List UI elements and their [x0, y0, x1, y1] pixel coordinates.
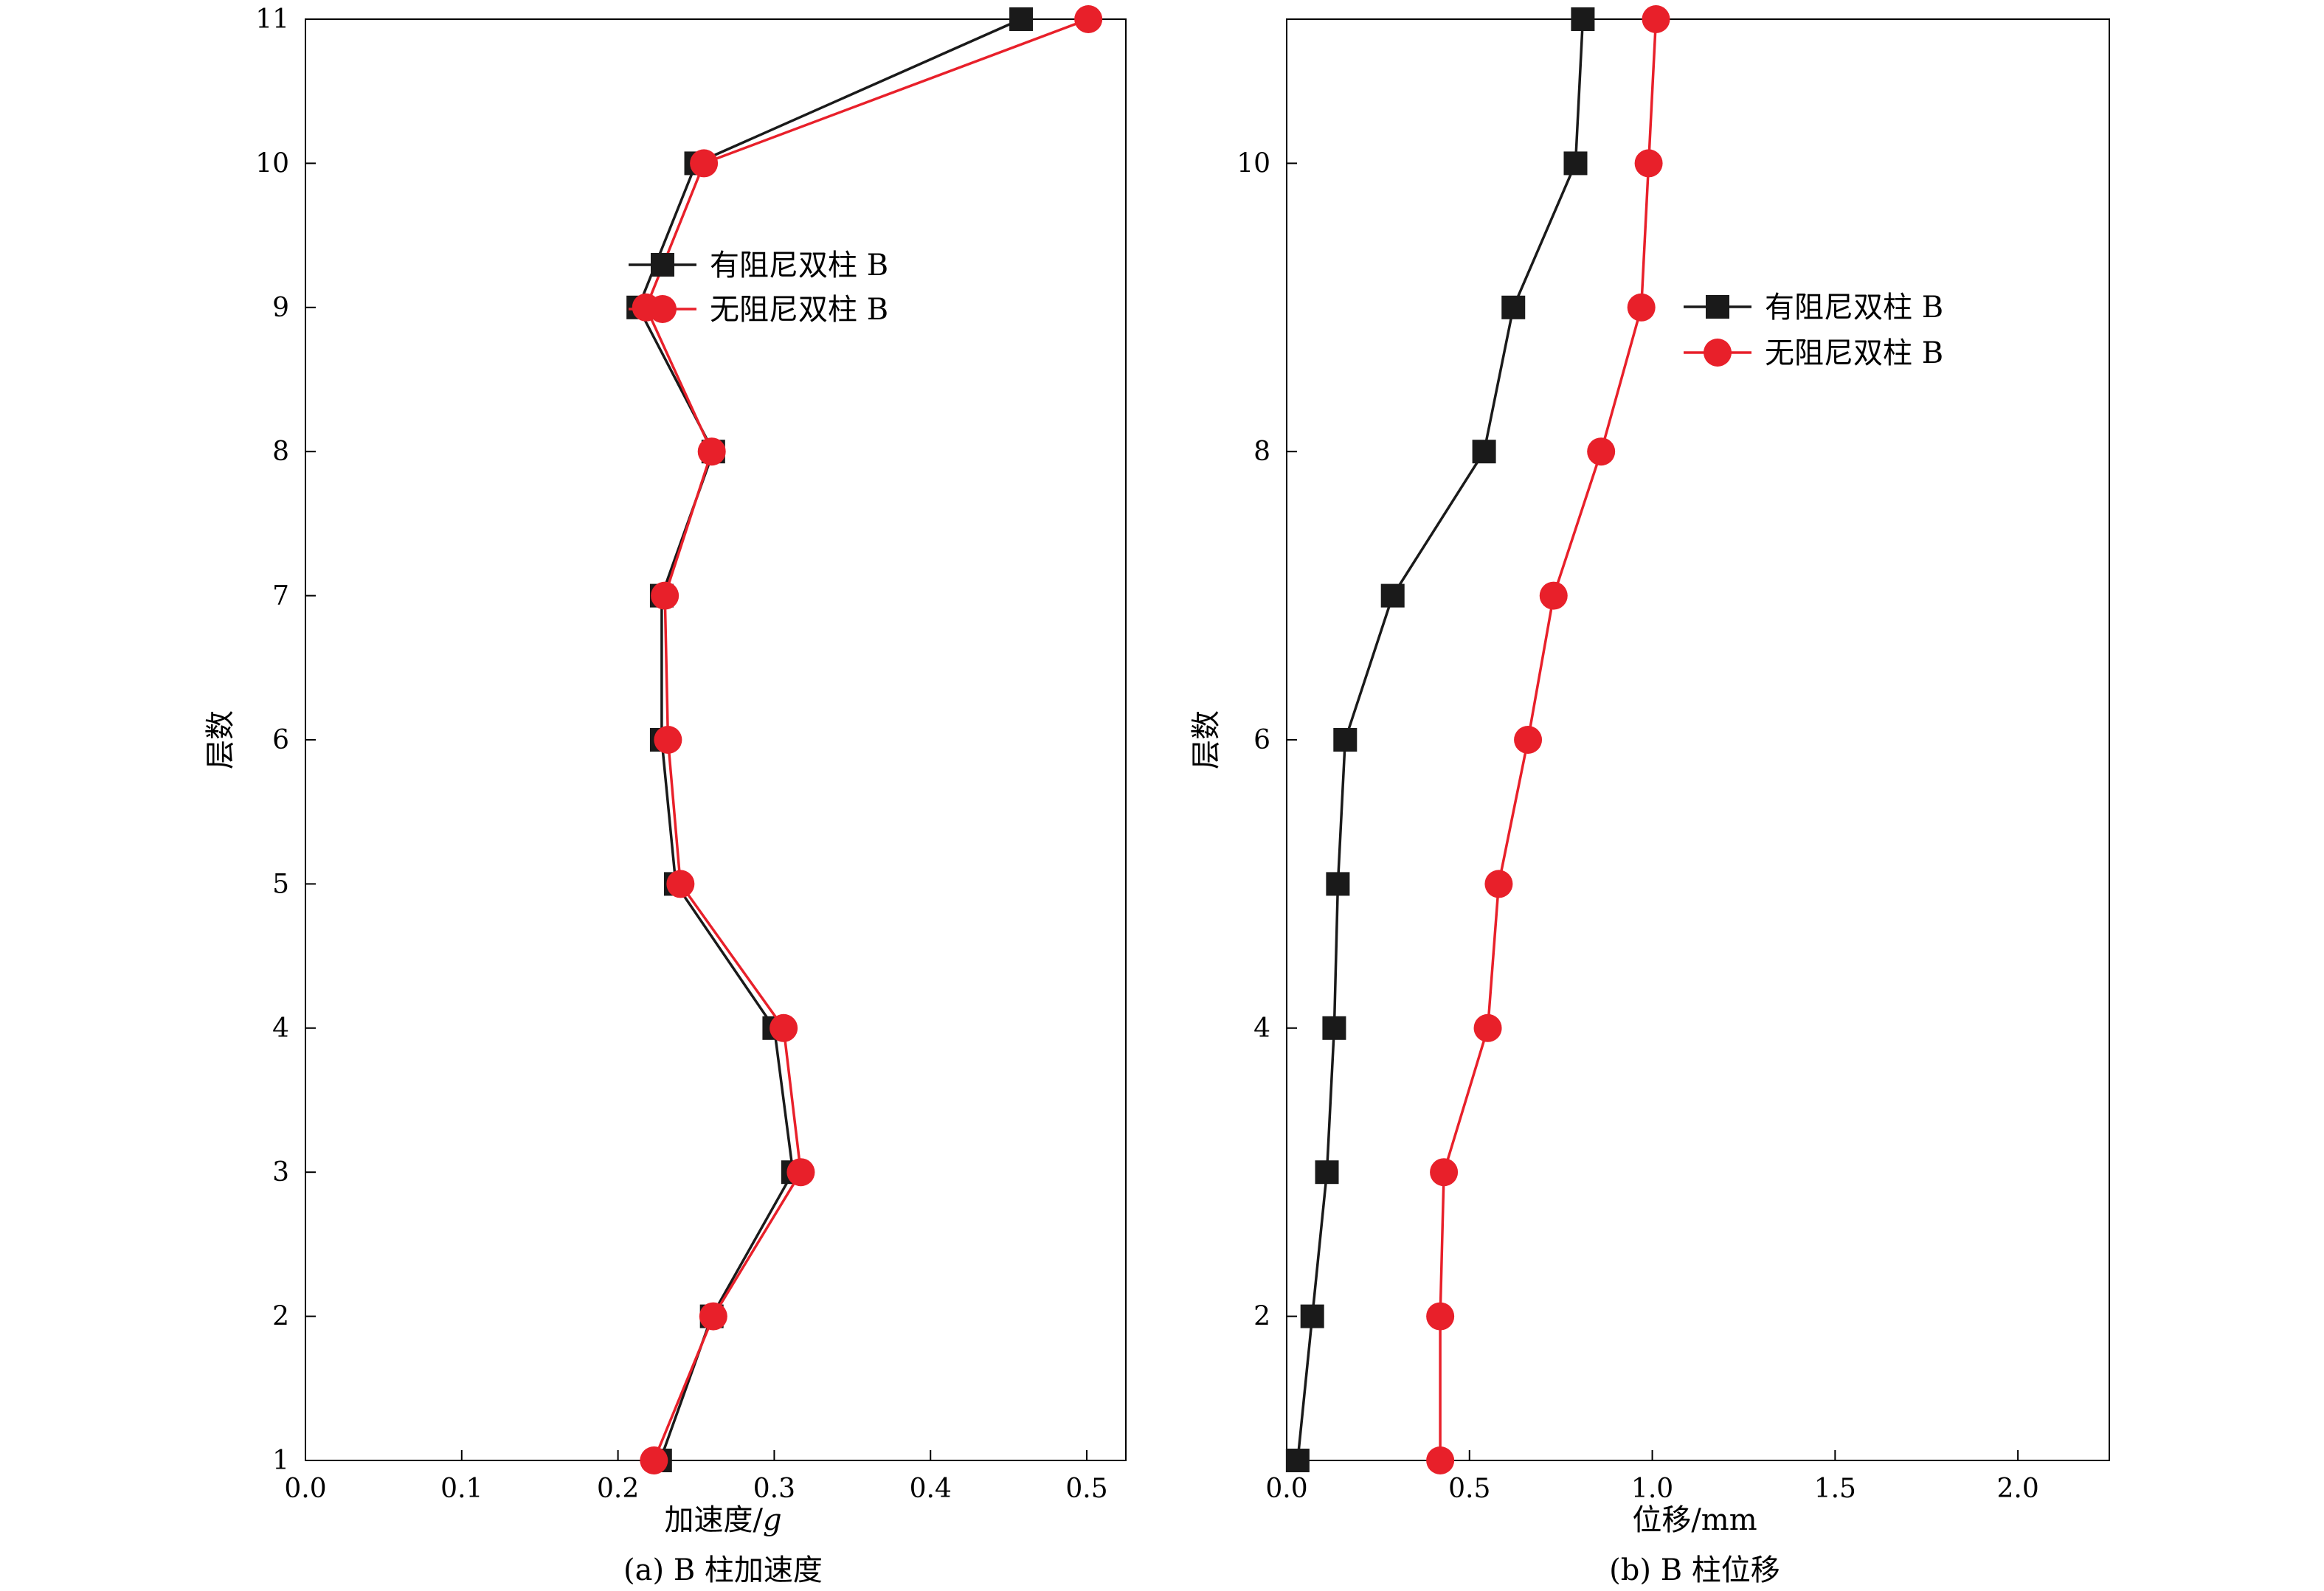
- y-tick-label-b: 6: [1253, 725, 1270, 755]
- x-axis-title-a-text: 加速度/: [664, 1503, 763, 1537]
- legend-label-a-1: 有阻尼双柱 B: [710, 249, 888, 283]
- y-tick-label-b: 2: [1253, 1302, 1270, 1332]
- data-point-b-1: [1571, 7, 1595, 31]
- data-point-a-2: [699, 1302, 727, 1331]
- caption-a: (a) B 柱加速度: [623, 1553, 823, 1587]
- x-tick-label-a: 0.1: [440, 1474, 483, 1504]
- plot-frame-b: [1286, 18, 2110, 1461]
- panel-b: (b) B 柱位移 位移/mm 层数 0.0 0.5 1.0 1.5 2.0 2 4 6 8 10…: [1189, 5, 2110, 1587]
- data-point-b-2: [1430, 1158, 1459, 1187]
- caption-b: (b) B 柱位移: [1609, 1553, 1780, 1587]
- y-tick-label-b: 8: [1253, 437, 1270, 467]
- data-point-a-2: [1074, 5, 1103, 33]
- data-point-a-2: [770, 1013, 798, 1042]
- x-tick-label-a: 0.3: [753, 1474, 795, 1504]
- data-point-b-1: [1472, 440, 1496, 464]
- x-tick-label-b: 1.5: [1814, 1474, 1856, 1504]
- y-tick-label-a: 3: [272, 1157, 289, 1188]
- data-point-b-1: [1333, 728, 1358, 752]
- data-point-b-2: [1539, 581, 1568, 610]
- x-tick-label-b: 1.0: [1631, 1474, 1673, 1504]
- x-tick-label-a: 0.5: [1065, 1474, 1107, 1504]
- data-point-a-2: [786, 1158, 815, 1187]
- data-point-b-2: [1587, 437, 1616, 466]
- y-axis-title-a: 层数: [204, 710, 238, 769]
- y-tick-label-a: 6: [272, 725, 289, 755]
- y-tick-label-b: 4: [1253, 1013, 1270, 1044]
- x-axis-title-a-unit: g: [763, 1503, 782, 1537]
- y-tick-label-a: 9: [272, 293, 289, 323]
- x-tick-label-a: 0.0: [284, 1474, 326, 1504]
- series-line-a-2: [644, 18, 1089, 1461]
- y-tick-label-a: 10: [255, 148, 289, 178]
- y-axis-title-b: 层数: [1189, 710, 1223, 769]
- x-axis-title-b: 位移/mm: [1632, 1503, 1757, 1537]
- data-point-b-1: [1322, 1016, 1346, 1040]
- y-tick-label-a: 5: [272, 869, 289, 899]
- x-axis-title-a: 加速度/g: [664, 1503, 781, 1537]
- x-tick-label-a: 0.2: [597, 1474, 639, 1504]
- data-point-b-2: [1473, 1013, 1502, 1042]
- data-point-b-2: [1634, 149, 1663, 178]
- y-tick-label-a: 4: [272, 1013, 289, 1044]
- x-tick-label-b: 0.5: [1448, 1474, 1490, 1504]
- data-point-b-1: [1501, 295, 1526, 319]
- data-point-a-2: [697, 437, 726, 466]
- legend-label-a-2: 无阻尼双柱 B: [710, 293, 888, 327]
- data-point-b-2: [1426, 1446, 1455, 1474]
- legend-marker-b-1: [1706, 295, 1729, 319]
- series-line-b-2: [1439, 18, 1658, 1460]
- data-point-b-1: [1380, 583, 1405, 608]
- data-point-a-2: [690, 149, 719, 178]
- series-line-a-1: [637, 18, 1022, 1461]
- x-tick-label-b: 2.0: [1996, 1474, 2038, 1504]
- legend-marker-a-1: [651, 253, 674, 277]
- x-tick-label-b: 0.0: [1265, 1474, 1307, 1504]
- y-tick-label-a: 11: [255, 4, 289, 35]
- data-point-a-2: [666, 870, 695, 898]
- data-point-b-2: [1514, 726, 1543, 754]
- data-point-b-2: [1484, 870, 1513, 898]
- legend-marker-b-2: [1704, 339, 1732, 367]
- legend-a: 有阻尼双柱 B 无阻尼双柱 B: [629, 249, 888, 327]
- legend-label-b-1: 有阻尼双柱 B: [1765, 291, 1943, 325]
- data-point-b-1: [1326, 872, 1350, 896]
- data-point-b-1: [1285, 1449, 1310, 1472]
- y-tick-label-b: 10: [1237, 148, 1270, 178]
- data-point-b-2: [1627, 293, 1656, 322]
- data-point-a-2: [654, 726, 682, 754]
- data-point-a-1: [1009, 7, 1034, 31]
- panel-a: (a) B 柱加速度 加速度/g 层数 0.0 0.1 0.2 0.3 0.4 0.5 1 2…: [204, 4, 1127, 1587]
- data-point-b-1: [1563, 151, 1588, 176]
- y-tick-label-a: 7: [272, 581, 289, 611]
- x-tick-label-a: 0.4: [910, 1474, 952, 1504]
- data-point-b-2: [1426, 1302, 1455, 1331]
- legend-marker-a-2: [649, 295, 677, 323]
- data-point-b-1: [1315, 1160, 1339, 1185]
- data-point-a-2: [640, 1446, 668, 1474]
- y-tick-label-a: 2: [272, 1302, 289, 1332]
- data-point-a-2: [651, 581, 679, 610]
- plot-frame-a: [305, 18, 1127, 1461]
- legend-b: 有阻尼双柱 B 无阻尼双柱 B: [1684, 291, 1943, 370]
- y-tick-label-a: 1: [272, 1446, 289, 1476]
- legend-label-b-2: 无阻尼双柱 B: [1765, 336, 1943, 370]
- data-point-b-1: [1300, 1304, 1324, 1328]
- data-point-b-2: [1642, 5, 1670, 33]
- y-tick-label-a: 8: [272, 437, 289, 467]
